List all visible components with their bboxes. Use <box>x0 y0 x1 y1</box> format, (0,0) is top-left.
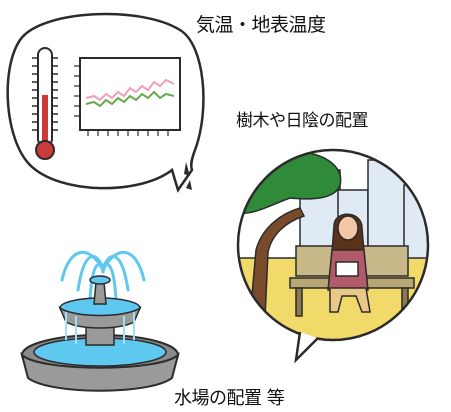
decorative-leaf-marks <box>184 162 192 190</box>
water-feature-label: 水場の配置 等 <box>174 388 285 409</box>
line-graph-icon <box>74 57 181 136</box>
thermometer-icon <box>32 47 58 160</box>
park-bench-scene <box>236 148 430 364</box>
fountain-icon <box>20 251 180 392</box>
tree-shade-label: 樹木や日陰の配置 <box>236 111 369 131</box>
temperature-label: 気温・地表温度 <box>196 14 326 36</box>
